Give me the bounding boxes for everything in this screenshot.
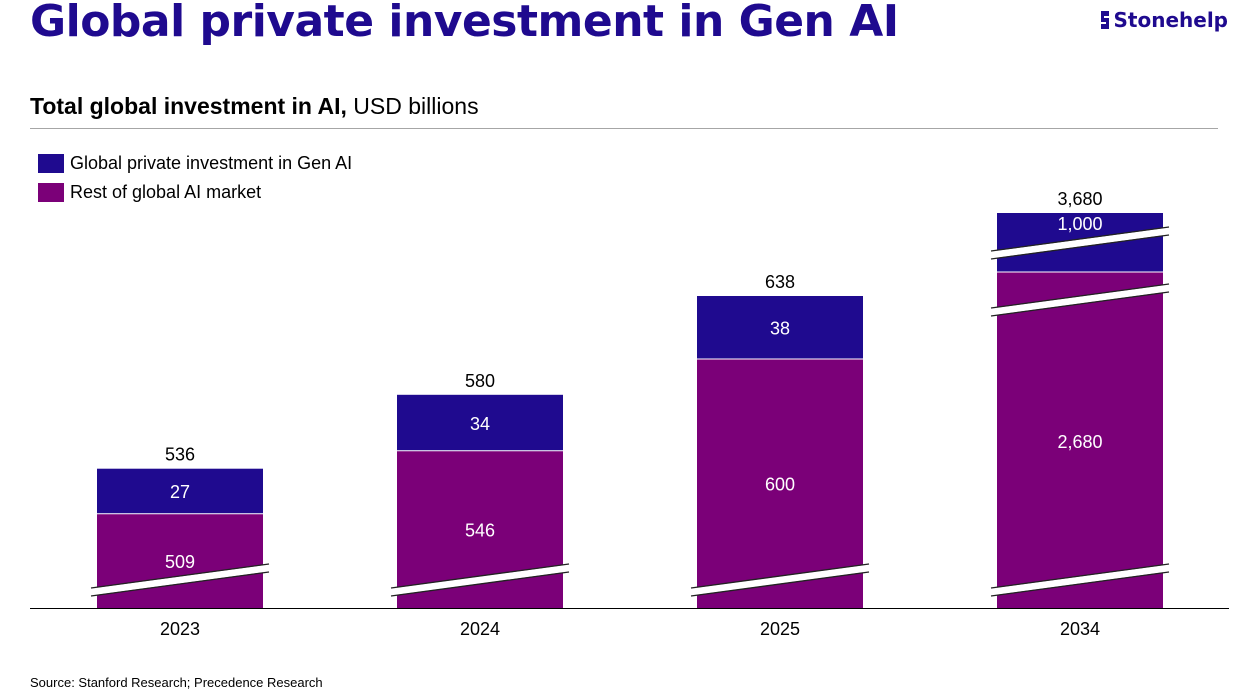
total-label-2023: 536 (165, 445, 195, 465)
legend-swatch-gen-ai (38, 154, 64, 173)
axis-break-2025-line-a (690, 563, 870, 589)
legend-label-rest: Rest of global AI market (70, 182, 262, 202)
axis-break-gen-ai-2034-gap (990, 227, 1170, 259)
bar-gen-ai-2024 (397, 394, 563, 451)
axis-break-2034-gap (990, 564, 1170, 596)
total-label-2024: 580 (465, 371, 495, 391)
subtitle-bold: Total global investment in AI, (30, 93, 347, 119)
axis-break-rest-top-2034-gap (990, 284, 1170, 316)
chart-legend: Global private investment in Gen AI Rest… (38, 149, 352, 207)
bar-rest-2034 (997, 272, 1163, 608)
x-tick-label-2024: 2024 (460, 619, 500, 639)
axis-break-gen-ai-2034-line-a (990, 226, 1170, 252)
data-label-gen-ai-2024: 34 (470, 414, 490, 434)
axis-break-2025-line-b (690, 571, 870, 597)
bar-rest-2023 (97, 513, 263, 608)
data-label-gen-ai-2025: 38 (770, 319, 790, 339)
legend-swatch-rest (38, 183, 64, 202)
chart-subtitle: Total global investment in AI, USD billi… (30, 93, 479, 120)
data-label-rest-2024: 546 (465, 520, 495, 540)
axis-break-2025-gap (690, 564, 870, 596)
axis-break-2034-line-b (990, 571, 1170, 597)
data-label-rest-2023: 509 (165, 552, 195, 572)
axis-break-gen-ai-2034-line-b (990, 234, 1170, 260)
stonehelp-logo-icon (1100, 11, 1109, 29)
total-label-2025: 638 (765, 272, 795, 292)
source-note: Source: Stanford Research; Precedence Re… (30, 675, 323, 690)
axis-break-rest-top-2034-line-a (990, 283, 1170, 309)
bar-gen-ai-2023 (97, 468, 263, 514)
axis-break-2023-line-a (90, 563, 270, 589)
page-title: Global private investment in Gen AI (30, 0, 899, 47)
bar-rest-2025 (697, 359, 863, 608)
axis-break-2024-gap (390, 564, 570, 596)
logo-text: Stonehelp (1113, 8, 1228, 32)
divider-line (30, 128, 1218, 129)
legend-item-gen-ai: Global private investment in Gen AI (38, 149, 352, 178)
bar-gen-ai-2025 (697, 296, 863, 359)
axis-break-2024-line-b (390, 571, 570, 597)
x-tick-label-2034: 2034 (1060, 619, 1100, 639)
axis-break-2024-line-a (390, 563, 570, 589)
brand-logo: Stonehelp (1099, 8, 1228, 32)
data-label-gen-ai-2034: 1,000 (1057, 214, 1102, 234)
data-label-rest-2025: 600 (765, 475, 795, 495)
total-label-2034: 3,680 (1057, 189, 1102, 209)
data-label-gen-ai-2023: 27 (170, 482, 190, 502)
x-tick-label-2023: 2023 (160, 619, 200, 639)
data-label-rest-2034: 2,680 (1057, 432, 1102, 452)
axis-break-2023-gap (90, 564, 270, 596)
subtitle-units: USD billions (346, 93, 479, 119)
axis-break-rest-top-2034-line-b (990, 291, 1170, 317)
legend-label-gen-ai: Global private investment in Gen AI (70, 153, 353, 173)
legend-item-rest: Rest of global AI market (38, 178, 352, 207)
axis-break-2023-line-b (90, 571, 270, 597)
x-tick-label-2025: 2025 (760, 619, 800, 639)
axis-break-2034-line-a (990, 563, 1170, 589)
